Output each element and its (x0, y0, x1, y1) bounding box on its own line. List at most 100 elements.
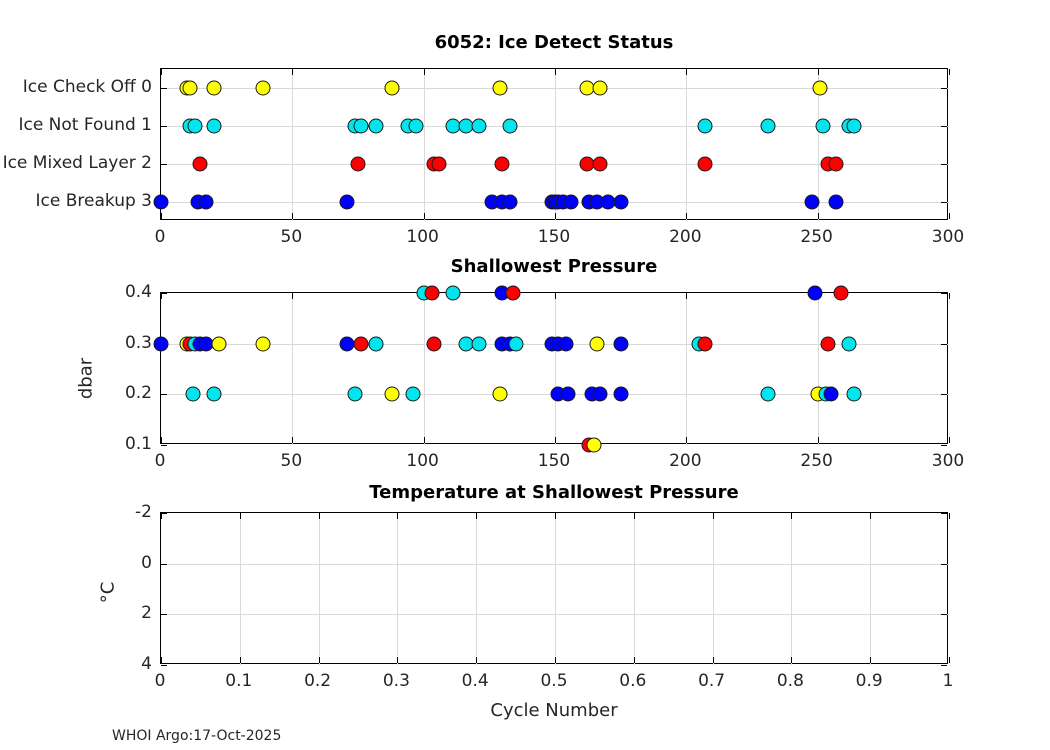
x-tickmark (476, 513, 478, 519)
x-tick-label: 0.2 (304, 671, 332, 691)
y-tickmark (941, 665, 947, 666)
data-point (846, 386, 862, 402)
x-tick-label: 300 (931, 227, 965, 247)
data-point (823, 386, 839, 402)
data-point (697, 336, 713, 352)
x-tickmark (686, 69, 688, 75)
x-tick-label: 0.8 (776, 671, 804, 691)
y-tickmark (941, 343, 947, 345)
y-tickmark (941, 394, 947, 396)
data-point (347, 386, 363, 402)
data-point (192, 156, 208, 172)
gridline-vertical (633, 513, 635, 665)
data-point (353, 118, 369, 134)
y-tick-label: 0.2 (124, 383, 152, 404)
y-tickmark (941, 88, 947, 89)
y-tick-label: 0 (141, 552, 152, 573)
data-point (592, 156, 608, 172)
data-point (589, 336, 605, 352)
panel-1-plot-area (153, 68, 950, 221)
data-point (492, 386, 508, 402)
data-point (350, 156, 366, 172)
data-point (431, 156, 447, 172)
data-point (697, 156, 713, 172)
gridline-vertical (239, 513, 241, 665)
x-tickmark (949, 213, 950, 219)
x-tick-label: 250 (800, 451, 833, 471)
gridline-vertical (318, 513, 320, 665)
data-point (206, 80, 222, 96)
x-tickmark (423, 213, 425, 219)
data-point (841, 336, 857, 352)
data-point (820, 336, 836, 352)
y-tickmark (161, 513, 167, 514)
figure-footer: WHOI Argo:17-Oct-2025 (112, 728, 282, 744)
x-tick-label: 50 (280, 227, 303, 247)
x-tick-label: 100 (406, 451, 439, 471)
data-point (471, 118, 487, 134)
y-tickmark (941, 202, 947, 203)
x-tick-label: 300 (931, 451, 965, 471)
gridline-vertical (476, 513, 478, 665)
x-tickmark (239, 657, 241, 663)
y-tickmark (161, 563, 167, 565)
panel-3-xlabel: Cycle Number (490, 700, 618, 721)
data-point (384, 386, 400, 402)
data-point (592, 80, 608, 96)
x-tick-label: 0.6 (619, 671, 647, 691)
data-point (613, 336, 629, 352)
data-point (613, 386, 629, 402)
x-tickmark (791, 513, 793, 519)
y-tickmark (941, 164, 947, 165)
gridline-vertical (791, 513, 793, 665)
x-tick-label: 0.7 (698, 671, 726, 691)
x-tickmark (817, 437, 819, 443)
data-point (812, 80, 828, 96)
y-tickmark (941, 563, 947, 565)
x-tickmark (318, 657, 320, 663)
x-tickmark (870, 657, 872, 663)
data-point (815, 118, 831, 134)
x-tickmark (161, 657, 162, 663)
x-tickmark (161, 437, 162, 443)
x-tickmark (423, 437, 425, 443)
x-tickmark (161, 213, 162, 219)
x-tickmark (318, 513, 320, 519)
y-tickmark (161, 88, 167, 89)
gridline-vertical (555, 293, 556, 445)
data-point (807, 285, 823, 301)
data-point (592, 386, 608, 402)
data-point (384, 80, 400, 96)
gridline-vertical (686, 69, 688, 221)
panel-3-plot-area (160, 512, 950, 666)
data-point (185, 386, 201, 402)
x-tick-label: 0.3 (382, 671, 410, 691)
y-tick-label: -2 (135, 502, 152, 522)
data-point (471, 336, 487, 352)
panel-2-plot-area (153, 285, 950, 453)
gridline-vertical (555, 69, 556, 221)
y-tickmark (161, 394, 167, 396)
x-tick-label: 0.5 (540, 671, 568, 691)
y-tickmark (941, 445, 947, 446)
data-point (339, 194, 355, 210)
y-tickmark (941, 126, 947, 127)
x-tickmark (949, 69, 950, 75)
y-tickmark (941, 293, 947, 294)
y-tick-label: Ice Mixed Layer 2 (2, 153, 152, 173)
x-tickmark (949, 437, 950, 443)
data-point (697, 118, 713, 134)
data-point (424, 285, 440, 301)
data-point (445, 285, 461, 301)
x-tickmark (161, 513, 162, 519)
x-tickmark (817, 213, 819, 219)
data-point (492, 80, 508, 96)
data-point (408, 118, 424, 134)
y-tickmark (941, 513, 947, 514)
data-point (505, 285, 521, 301)
x-tickmark (949, 657, 950, 663)
gridline-vertical (423, 69, 425, 221)
x-tickmark (292, 69, 294, 75)
y-tick-label: 4 (141, 654, 152, 674)
